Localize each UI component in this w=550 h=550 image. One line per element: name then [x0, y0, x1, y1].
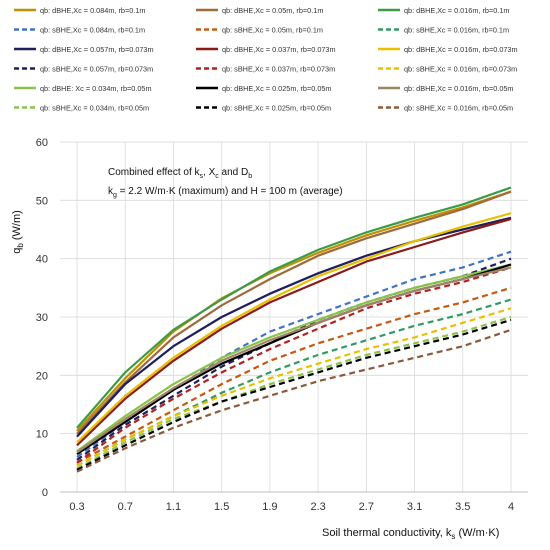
x-tick-label: 0.7 [118, 501, 133, 513]
y-tick-label: 30 [36, 312, 48, 324]
legend-label: qb: sBHE,Xc = 0.05m, rb=0.1m [222, 26, 323, 35]
legend-item: qb: dBHE,Xc = 0.016m, rb=0.073m [378, 45, 518, 54]
legend-label: qb: dBHE,Xc = 0.016m, rb=0.073m [404, 45, 518, 54]
legend-item: qb: dBHE,Xc = 0.05m, rb=0.1m [196, 6, 323, 15]
x-axis-title: Soil thermal conductivity, ks (W/m·K) [322, 527, 499, 541]
series-line-7 [76, 216, 512, 438]
legend-label: qb: sBHE,Xc = 0.037m, rb=0.073m [222, 65, 335, 74]
x-tick-label: 1.5 [214, 501, 229, 513]
series-line-2 [76, 190, 512, 435]
legend-item: qb: sBHE,Xc = 0.057m, rb=0.073m [14, 65, 153, 74]
annotation-line-2: kg = 2.2 W/m·K (maximum) and H = 100 m (… [108, 186, 343, 199]
y-axis-title: qb (W/m) [11, 210, 25, 254]
legend-label: qb: sBHE,Xc = 0.016m, rb=0.1m [404, 26, 509, 35]
legend-item: qb: sBHE,Xc = 0.016m, rb=0.073m [378, 65, 517, 74]
legend-item: qb: sBHE,Xc = 0.037m, rb=0.073m [196, 65, 335, 74]
x-tick-label: 2.3 [310, 501, 325, 513]
series-line-12 [76, 307, 512, 467]
series-line-18 [76, 328, 512, 473]
legend-item: qb: sBHE,Xc = 0.05m, rb=0.1m [196, 26, 323, 35]
legend-item: qb: dBHE,Xc = 0.057m, rb=0.073m [14, 45, 154, 54]
series-line-13 [76, 263, 512, 453]
series-line-5 [76, 286, 512, 464]
x-tick-label: 0.3 [69, 501, 84, 513]
series-line-4 [76, 250, 512, 458]
legend-label: qb: dBHE: Xc = 0.034m, rb=0.05m [40, 84, 152, 93]
x-tick-label: 3.1 [407, 501, 422, 513]
legend-label: qb: sBHE,Xc = 0.016m, rb=0.073m [404, 65, 517, 74]
legend-item: qb: dBHE,Xc = 0.016m, rb=0.05m [378, 84, 514, 93]
legend-label: qb: dBHE,Xc = 0.057m, rb=0.073m [40, 45, 154, 54]
series-layer [76, 186, 512, 473]
legend-label: qb: sBHE,Xc = 0.057m, rb=0.073m [40, 65, 153, 74]
legend-item: qb: sBHE,Xc = 0.034m, rb=0.05m [14, 104, 149, 113]
series-line-1 [76, 190, 512, 432]
legend-item: qb: sBHE,Xc = 0.016m, rb=0.05m [378, 104, 513, 113]
legend-label: qb: dBHE,Xc = 0.025m, rb=0.05m [222, 84, 332, 93]
y-tick-label: 60 [36, 137, 48, 149]
gridlines [60, 141, 528, 493]
legend-item: qb: sBHE,Xc = 0.016m, rb=0.1m [378, 26, 509, 35]
y-tick-label: 10 [36, 429, 48, 441]
legend-item: qb: dBHE,Xc = 0.037m, rb=0.073m [196, 45, 336, 54]
legend-item: qb: dBHE,Xc = 0.025m, rb=0.05m [196, 84, 332, 93]
legend-item: qb: dBHE,Xc = 0.084m, rb=0.1m [14, 6, 145, 15]
legend-label: qb: sBHE,Xc = 0.084m, rb=0.1m [40, 26, 145, 35]
series-line-15 [76, 266, 512, 454]
legend: qb: dBHE,Xc = 0.084m, rb=0.1m qb: dBHE,Xc… [14, 6, 518, 113]
legend-label: qb: dBHE,Xc = 0.016m, rb=0.1m [404, 6, 509, 15]
series-line-11 [76, 266, 512, 464]
legend-label: qb: dBHE,Xc = 0.016m, rb=0.05m [404, 84, 514, 93]
legend-label: qb: sBHE,Xc = 0.025m, rb=0.05m [222, 104, 331, 113]
legend-item: qb: sBHE,Xc = 0.025m, rb=0.05m [196, 104, 331, 113]
series-line-8 [76, 217, 512, 447]
series-line-16 [76, 315, 512, 470]
y-tick-label: 20 [36, 370, 48, 382]
y-tick-label: 0 [42, 487, 48, 499]
x-tick-label: 2.7 [359, 501, 374, 513]
legend-label: qb: sBHE,Xc = 0.016m, rb=0.05m [404, 104, 513, 113]
legend-label: qb: dBHE,Xc = 0.084m, rb=0.1m [40, 6, 145, 15]
x-tick-label: 1.1 [166, 501, 181, 513]
legend-item: qb: dBHE: Xc = 0.034m, rb=0.05m [14, 84, 152, 93]
legend-item: qb: dBHE,Xc = 0.016m, rb=0.1m [378, 6, 509, 15]
x-tick-label: 1.9 [262, 501, 277, 513]
annotation: Combined effect of ks, Xc and Db kg = 2.2… [108, 167, 343, 199]
series-line-17 [76, 318, 512, 471]
series-line-9 [76, 212, 512, 444]
annotation-line-1: Combined effect of ks, Xc and Db [108, 167, 252, 180]
series-line-3 [76, 186, 512, 429]
x-tick-label: 3.5 [455, 501, 470, 513]
axes: 0 10 20 30 40 50 60 0.3 0.7 1.1 1.5 1.9 2.3 2.7 3.1 3.5… [11, 137, 528, 541]
y-tick-label: 50 [36, 195, 48, 207]
legend-label: qb: dBHE,Xc = 0.037m, rb=0.073m [222, 45, 336, 54]
x-tick-label: 4 [508, 501, 514, 513]
legend-item: qb: sBHE,Xc = 0.084m, rb=0.1m [14, 26, 145, 35]
y-tick-label: 40 [36, 254, 48, 266]
legend-label: qb: sBHE,Xc = 0.034m, rb=0.05m [40, 104, 149, 113]
legend-label: qb: dBHE,Xc = 0.05m, rb=0.1m [222, 6, 323, 15]
